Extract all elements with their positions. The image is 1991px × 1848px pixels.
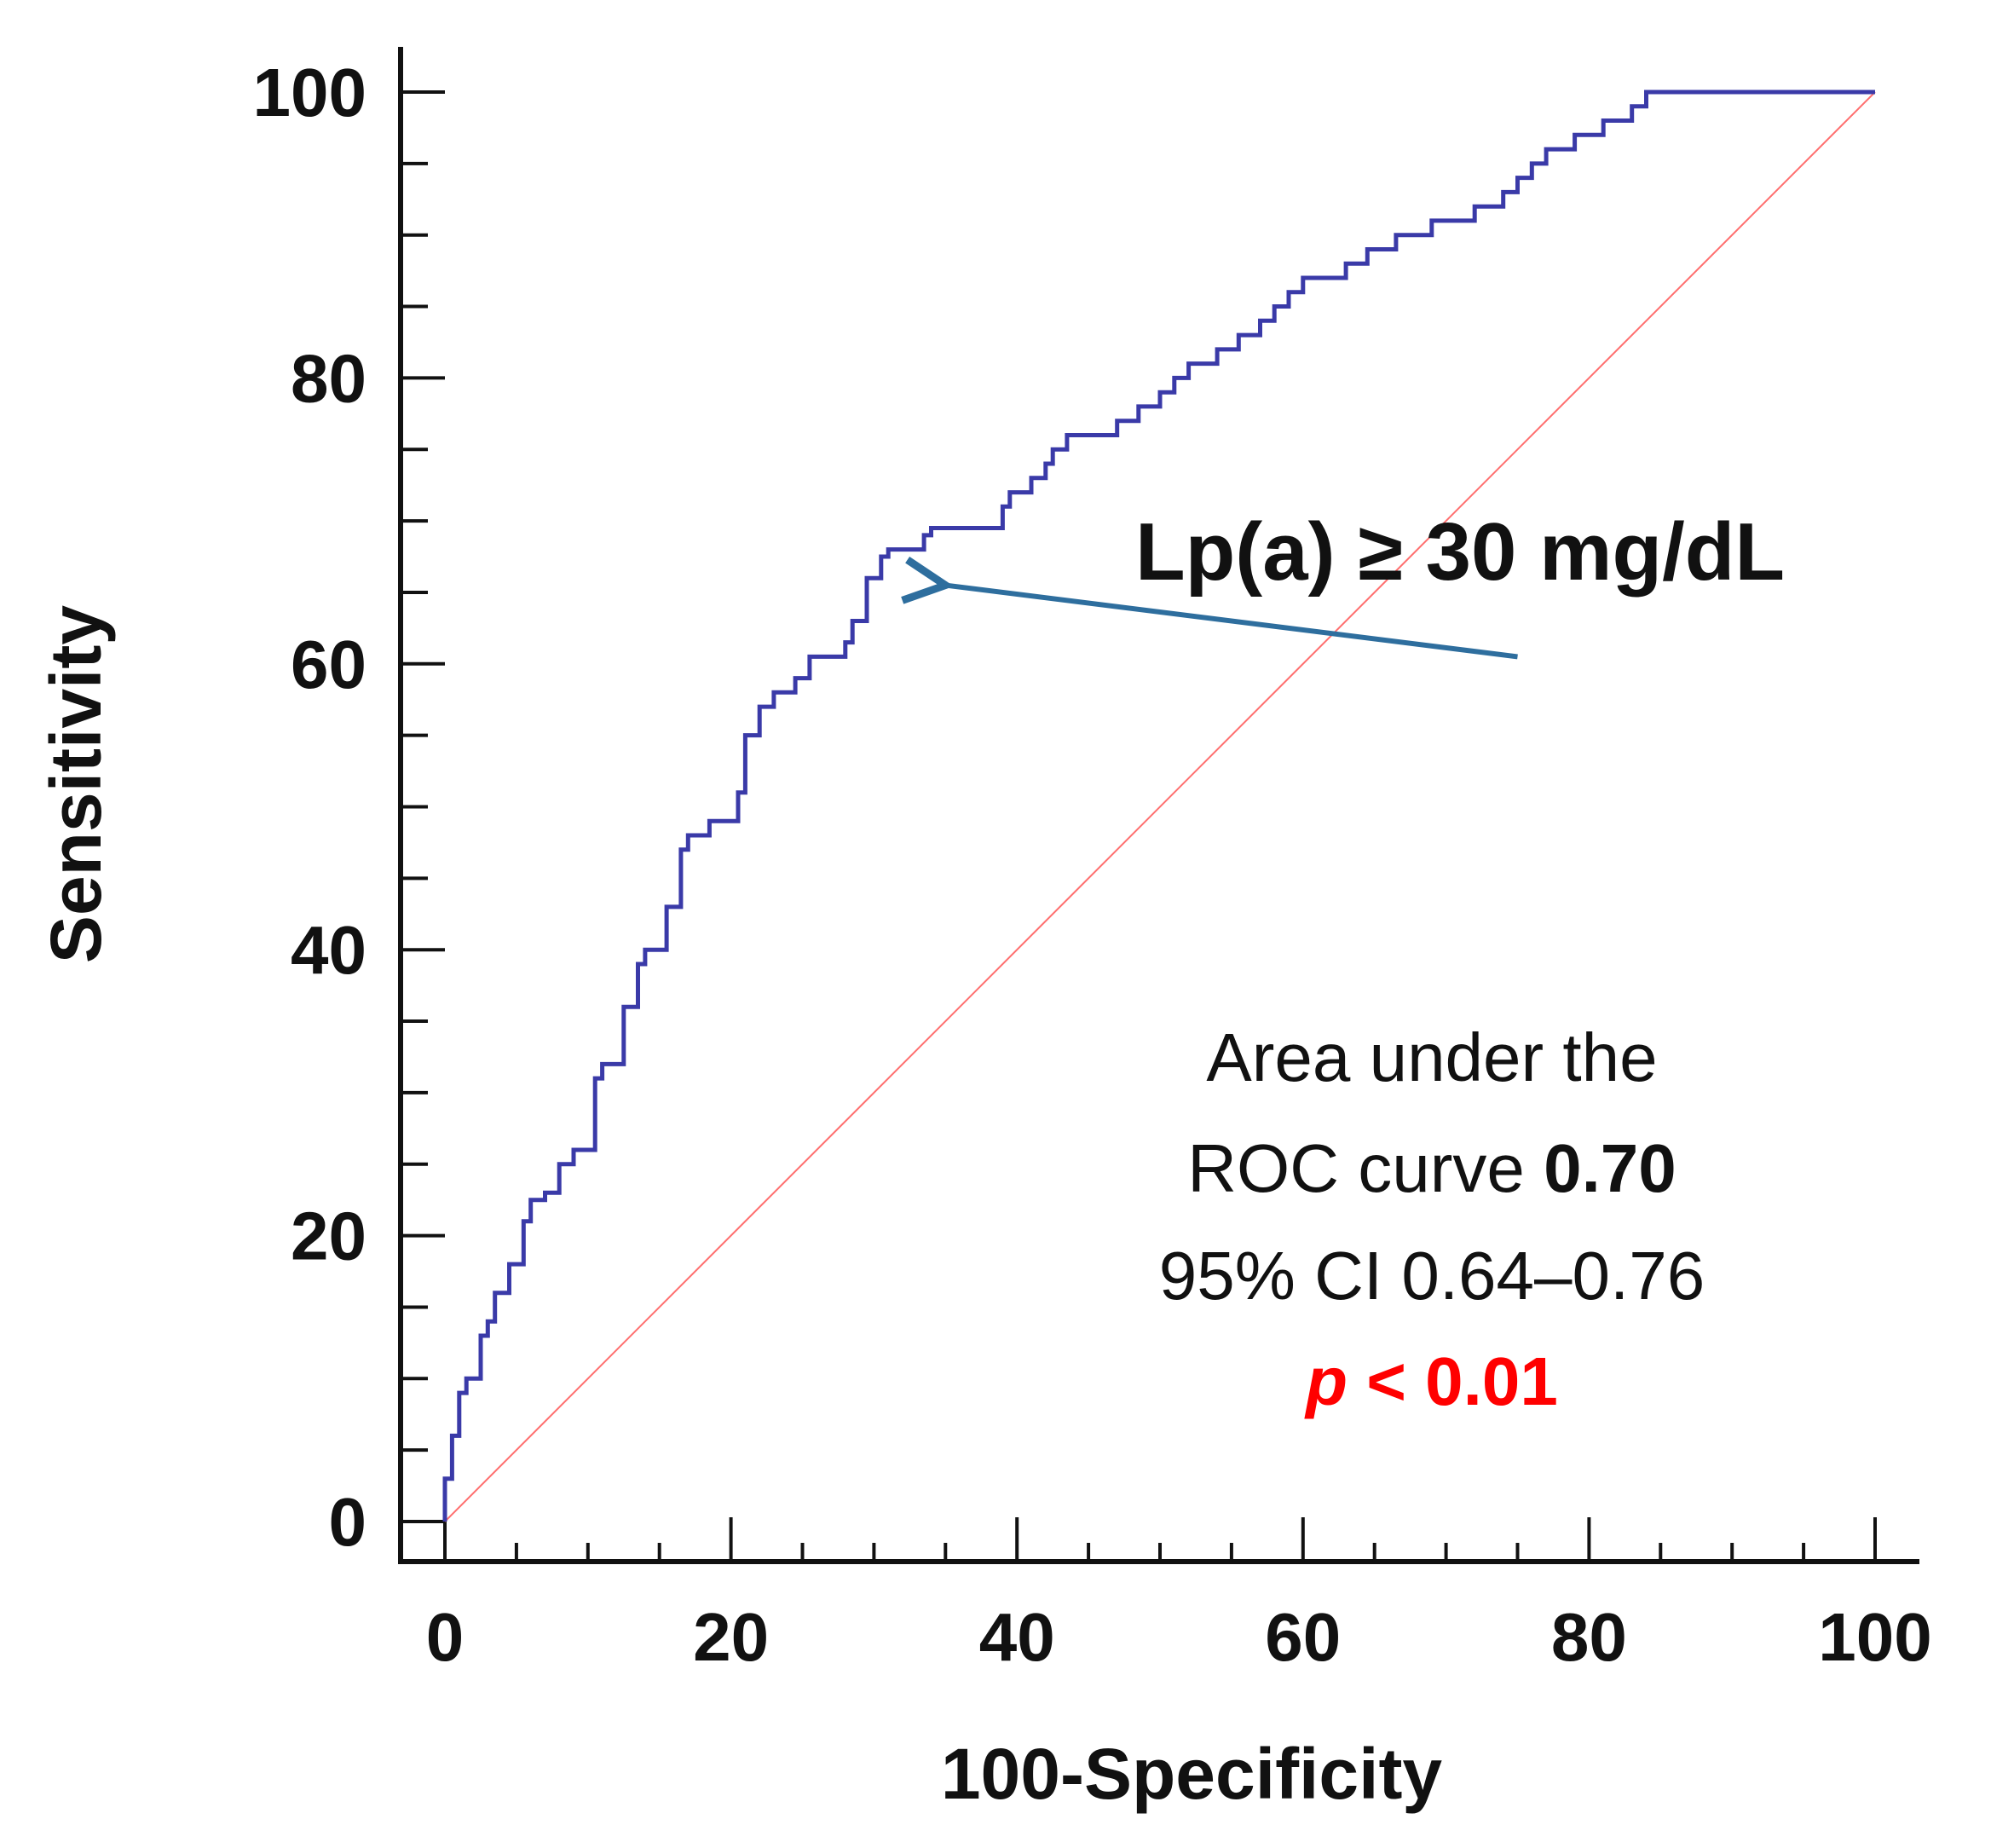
cutoff-label: Lp(a) ≥ 30 mg/dL — [1135, 506, 1785, 598]
auc-annotation: Area under the ROC curve 0.70 95% CI 0.6… — [1159, 1019, 1705, 1419]
x-axis-ticks: 0 20 40 60 80 100 — [426, 1517, 1932, 1675]
auc-line-2-prefix: ROC curve — [1187, 1130, 1544, 1206]
x-tick-label-80: 80 — [1551, 1599, 1627, 1675]
x-tick-label-60: 60 — [1265, 1599, 1341, 1675]
auc-value: 0.70 — [1544, 1130, 1676, 1206]
y-axis-title: Sensitivity — [36, 605, 116, 963]
y-axis-ticks: 0 20 40 60 80 100 — [253, 55, 445, 1560]
x-tick-label-100: 100 — [1818, 1599, 1931, 1675]
y-tick-label-20: 20 — [291, 1198, 366, 1274]
p-value-rest: < 0.01 — [1348, 1343, 1558, 1419]
reference-diagonal-line — [444, 91, 1876, 1522]
roc-curve-line — [442, 90, 1875, 1522]
auc-line-2: ROC curve 0.70 — [1187, 1130, 1676, 1206]
cutoff-arrow — [945, 586, 1518, 660]
p-value-symbol: p — [1304, 1343, 1348, 1419]
auc-ci: 95% CI 0.64–0.76 — [1159, 1238, 1705, 1314]
x-tick-label-20: 20 — [693, 1599, 769, 1675]
auc-line-1: Area under the — [1206, 1019, 1657, 1095]
axes — [398, 47, 1919, 1564]
y-tick-label-100: 100 — [253, 55, 366, 130]
x-tick-label-0: 0 — [426, 1599, 465, 1675]
y-tick-label-0: 0 — [329, 1484, 367, 1560]
x-axis-title: 100-Specificity — [941, 1734, 1443, 1814]
y-tick-label-40: 40 — [291, 912, 366, 988]
p-value: p < 0.01 — [1304, 1343, 1558, 1419]
y-tick-label-60: 60 — [291, 627, 366, 702]
y-tick-label-80: 80 — [291, 340, 366, 416]
x-tick-label-40: 40 — [979, 1599, 1055, 1675]
